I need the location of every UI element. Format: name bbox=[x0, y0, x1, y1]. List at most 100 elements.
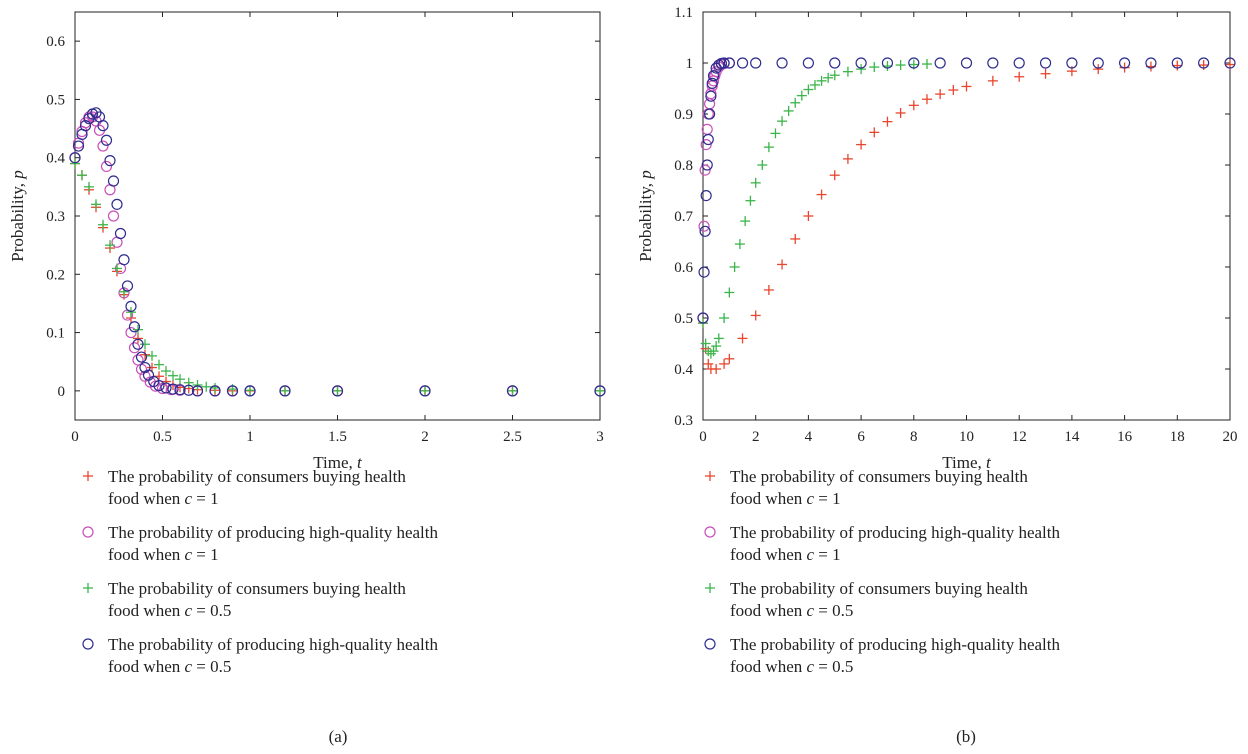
data-point bbox=[140, 339, 150, 350]
data-point bbox=[707, 70, 720, 82]
data-point bbox=[823, 72, 834, 83]
data-point bbox=[882, 116, 893, 127]
data-point bbox=[1198, 57, 1210, 69]
data-point bbox=[183, 377, 194, 388]
data-point bbox=[908, 100, 919, 111]
data-point bbox=[803, 211, 814, 221]
legend-label-line2: food when c = 1 bbox=[108, 545, 219, 564]
data-point bbox=[763, 142, 774, 153]
data-point bbox=[736, 57, 749, 69]
data-point bbox=[856, 139, 867, 150]
y-axis-label-var: p bbox=[8, 170, 27, 180]
series-4 bbox=[69, 107, 606, 397]
data-point bbox=[174, 384, 186, 396]
legend-marker-plus bbox=[705, 471, 715, 481]
data-point bbox=[697, 312, 709, 324]
data-point bbox=[699, 225, 711, 237]
data-point bbox=[70, 158, 80, 169]
x-tick-label: 3 bbox=[596, 429, 604, 445]
data-point bbox=[119, 286, 129, 297]
data-point bbox=[84, 181, 94, 192]
data-point bbox=[796, 90, 807, 101]
x-tick-label: 0 bbox=[71, 429, 79, 445]
data-point bbox=[332, 385, 343, 396]
series-1 bbox=[698, 59, 1235, 374]
legend-label-line1: The probability of producing high-qualit… bbox=[108, 523, 439, 542]
data-point bbox=[112, 263, 122, 274]
x-tick-label: 4 bbox=[805, 429, 813, 445]
data-point bbox=[699, 164, 711, 176]
data-point bbox=[713, 59, 725, 71]
data-point bbox=[419, 385, 431, 397]
data-point bbox=[698, 220, 710, 232]
data-point bbox=[201, 381, 212, 392]
data-point bbox=[763, 284, 774, 295]
x-tick-label: 0 bbox=[699, 429, 707, 445]
data-point bbox=[1224, 57, 1236, 69]
x-tick-label: 1 bbox=[246, 429, 254, 445]
data-point bbox=[934, 57, 946, 69]
data-point bbox=[1172, 60, 1183, 71]
legend-marker-circle bbox=[82, 638, 94, 650]
data-point bbox=[698, 266, 710, 278]
y-tick-label: 0.2 bbox=[46, 267, 65, 283]
data-point bbox=[420, 385, 430, 396]
data-point bbox=[700, 139, 712, 151]
data-point bbox=[77, 170, 87, 181]
data-point bbox=[507, 385, 518, 396]
x-tick-label: 10 bbox=[959, 429, 974, 445]
data-point bbox=[128, 342, 141, 354]
y-tick-label: 0.8 bbox=[674, 158, 693, 174]
data-point bbox=[740, 216, 751, 227]
data-point bbox=[1013, 57, 1025, 69]
series-1 bbox=[70, 158, 605, 396]
y-tick-label: 0.3 bbox=[674, 413, 693, 429]
data-point bbox=[745, 195, 756, 206]
x-tick-label: 14 bbox=[1064, 429, 1080, 445]
x-axis-label-text: Time, bbox=[313, 453, 357, 472]
data-point bbox=[734, 239, 745, 250]
data-point bbox=[706, 77, 718, 90]
data-point bbox=[118, 254, 130, 266]
series-4 bbox=[697, 57, 1236, 324]
data-point bbox=[719, 313, 730, 323]
y-axis-label: Probability, p bbox=[8, 170, 27, 261]
data-point bbox=[750, 57, 762, 69]
series-3 bbox=[70, 158, 605, 396]
x-axis-label-text: Time, bbox=[942, 453, 986, 472]
x-tick-label: 20 bbox=[1223, 429, 1238, 445]
data-point bbox=[140, 349, 150, 360]
plot-frame bbox=[74, 11, 601, 421]
data-point bbox=[147, 350, 157, 361]
legend-label-line1: The probability of producing high-qualit… bbox=[730, 523, 1061, 542]
legend-label-line2: food when c = 1 bbox=[730, 489, 841, 508]
data-point bbox=[149, 380, 162, 392]
legend-marker-circle bbox=[82, 526, 94, 538]
legend-label-line1: The probability of consumers buying heal… bbox=[730, 579, 1028, 598]
data-point bbox=[135, 351, 148, 363]
data-point bbox=[107, 175, 120, 187]
y-tick-label: 1.1 bbox=[674, 5, 693, 21]
legend-label-line2: food when c = 0.5 bbox=[730, 601, 853, 620]
data-point bbox=[154, 359, 164, 370]
legend-label-line2: food when c = 0.5 bbox=[730, 657, 853, 676]
y-tick-label: 0.9 bbox=[674, 107, 693, 123]
data-point bbox=[279, 385, 291, 397]
data-point bbox=[90, 107, 102, 119]
y-axis-label-text: Probability, bbox=[8, 179, 27, 262]
data-point bbox=[829, 170, 840, 181]
data-point bbox=[776, 57, 788, 69]
data-point bbox=[701, 123, 713, 135]
legend-marker-circle bbox=[704, 638, 716, 650]
y-tick-label: 0.6 bbox=[674, 260, 693, 276]
data-point bbox=[97, 140, 109, 152]
x-tick-label: 1.5 bbox=[328, 429, 347, 445]
data-point bbox=[803, 84, 814, 95]
chart-b: 0 2 4 6 8 10 12 14 16 18 20 0.3 0.4 0.5 0.6 0.7 0.8 0.9 1 1… bbox=[636, 5, 1238, 746]
x-tick-label: 2 bbox=[421, 429, 429, 445]
data-point bbox=[719, 358, 730, 369]
data-point bbox=[161, 366, 171, 377]
data-point bbox=[126, 307, 136, 318]
data-point bbox=[842, 66, 853, 77]
